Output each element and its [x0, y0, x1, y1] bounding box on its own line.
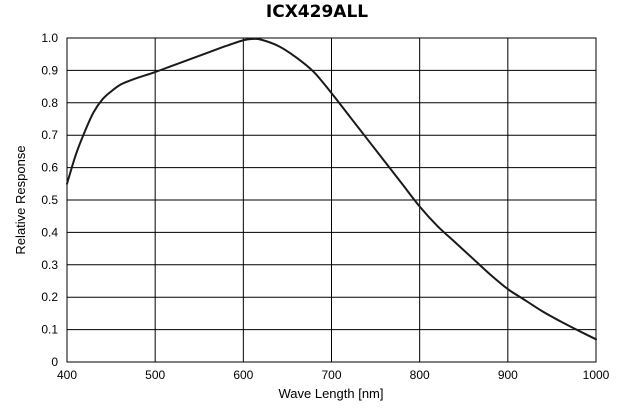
y-tick-label: 0.1 [41, 323, 58, 337]
y-tick-label: 0.7 [41, 128, 58, 142]
y-tick-label: 0 [51, 355, 58, 369]
y-axis-label: Relative Response [13, 145, 28, 254]
x-tick-label: 700 [321, 368, 341, 382]
x-tick-label: 1000 [583, 368, 610, 382]
chart-title: ICX429ALL [266, 2, 368, 22]
x-tick-label: 900 [498, 368, 518, 382]
y-tick-label: 0.8 [41, 96, 58, 110]
y-tick-label: 0.5 [41, 193, 58, 207]
y-tick-label: 0.2 [41, 290, 58, 304]
y-tick-label: 0.9 [41, 63, 58, 77]
y-tick-label: 0.4 [41, 225, 58, 239]
y-tick-label: 0.3 [41, 258, 58, 272]
x-tick-label: 500 [145, 368, 165, 382]
x-tick-label: 600 [233, 368, 253, 382]
x-tick-labels: 400 500 600 700 800 900 1000 [57, 368, 610, 382]
plot-frame [66, 37, 597, 363]
response-curve-line [66, 37, 597, 341]
x-tick-label: 800 [410, 368, 430, 382]
x-tick-label: 400 [57, 368, 77, 382]
y-tick-label: 1.0 [41, 31, 58, 45]
x-axis-label: Wave Length [nm] [278, 386, 383, 401]
y-tick-labels: 0 0.1 0.2 0.3 0.4 0.5 0.6 0.7 0.8 0.9 1.0 [41, 31, 58, 369]
series-layer [66, 37, 597, 341]
y-tick-label: 0.6 [41, 161, 58, 175]
grid-layer [66, 37, 597, 363]
